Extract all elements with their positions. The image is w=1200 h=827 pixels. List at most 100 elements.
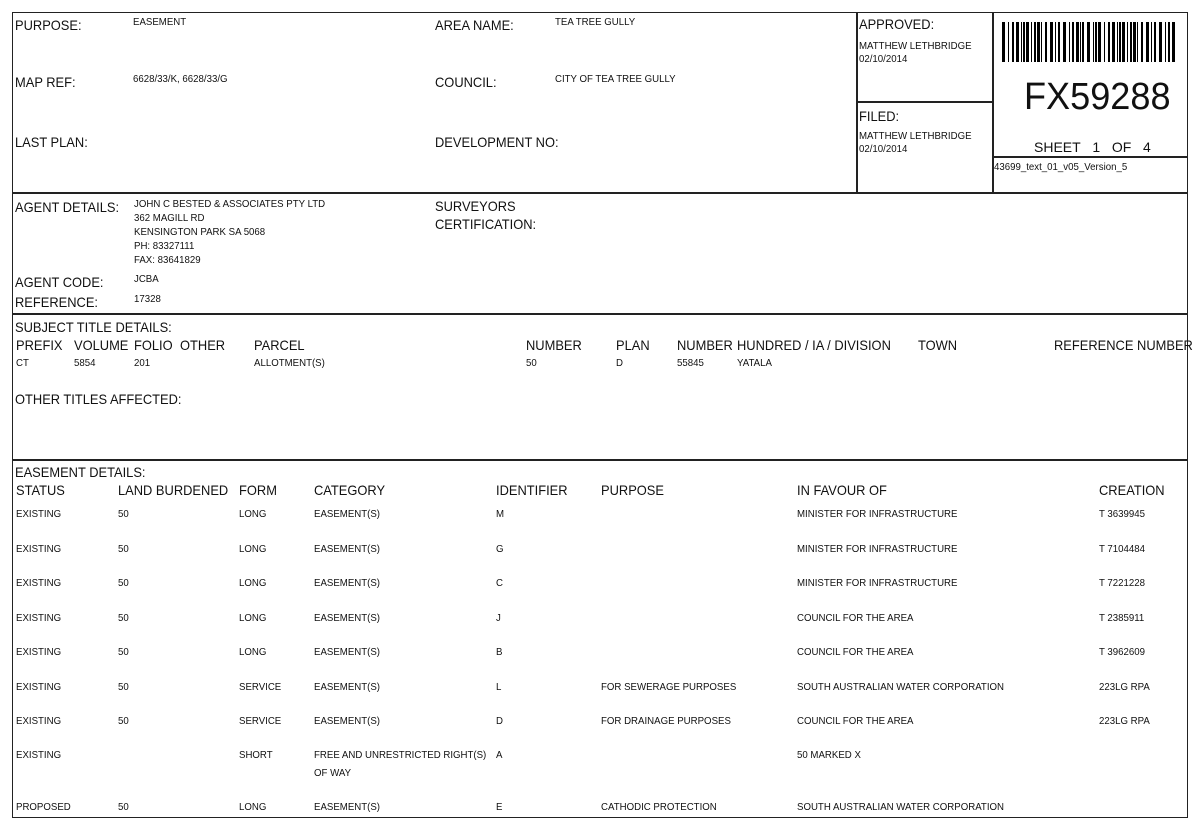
divider xyxy=(992,12,994,193)
barcode-bar xyxy=(1141,22,1143,62)
barcode-bar xyxy=(1151,22,1152,62)
easement-cell: EASEMENT(S) xyxy=(314,681,381,693)
easement-cell: LONG xyxy=(239,801,267,813)
subject-column-header: HUNDRED / IA / DIVISION xyxy=(737,337,891,353)
barcode xyxy=(1002,22,1178,62)
easement-cell: SOUTH AUSTRALIAN WATER CORPORATION xyxy=(797,801,1004,813)
subject-column-header: PREFIX xyxy=(16,337,63,353)
easement-cell: COUNCIL FOR THE AREA xyxy=(797,715,914,727)
other-titles-label: OTHER TITLES AFFECTED: xyxy=(15,391,182,407)
easement-column-header: PURPOSE xyxy=(601,482,664,498)
barcode-bar xyxy=(1117,22,1118,62)
subject-column-header: OTHER xyxy=(180,337,226,353)
easement-column-header: CREATION xyxy=(1099,482,1165,498)
easement-cell: EXISTING xyxy=(16,577,62,589)
barcode-bar xyxy=(1076,22,1079,62)
easement-cell: EASEMENT(S) xyxy=(314,801,381,813)
easement-cell: T 3962609 xyxy=(1099,646,1146,658)
easement-column-header: IN FAVOUR OF xyxy=(797,482,887,498)
barcode-bar xyxy=(1154,22,1156,62)
subject-cell: CT xyxy=(16,357,29,369)
easement-cell: 50 MARKED X xyxy=(797,749,861,761)
easement-cell: COUNCIL FOR THE AREA xyxy=(797,612,914,624)
barcode-bar xyxy=(1146,22,1149,62)
easement-cell: EASEMENT(S) xyxy=(314,577,381,589)
easement-details-heading: EASEMENT DETAILS: xyxy=(15,464,146,480)
barcode-bar xyxy=(1093,22,1094,62)
easement-cell: B xyxy=(496,646,503,658)
barcode-bar xyxy=(1041,22,1042,62)
last-plan-label: LAST PLAN: xyxy=(15,134,88,150)
barcode-bar xyxy=(1021,22,1022,62)
easement-cell: EXISTING xyxy=(16,508,62,520)
easement-cell: 50 xyxy=(118,508,129,520)
easement-cell: LONG xyxy=(239,646,267,658)
barcode-bar xyxy=(1130,22,1132,62)
easement-cell: EASEMENT(S) xyxy=(314,543,381,555)
easement-cell: EXISTING xyxy=(16,681,62,693)
barcode-bar xyxy=(1108,22,1110,62)
subject-column-header: VOLUME xyxy=(74,337,129,353)
plan-number: FX59288 xyxy=(1024,76,1171,118)
barcode-bar xyxy=(1050,22,1053,62)
easement-cell: FOR DRAINAGE PURPOSES xyxy=(601,715,731,727)
plan-frame xyxy=(12,12,1188,818)
barcode-bar xyxy=(1098,22,1101,62)
barcode-bar xyxy=(1133,22,1136,62)
barcode-bar xyxy=(1026,22,1029,62)
easement-cell: 50 xyxy=(118,612,129,624)
barcode-bar xyxy=(1055,22,1056,62)
divider xyxy=(856,12,858,193)
barcode-bar xyxy=(1058,22,1060,62)
easement-cell: T 7221228 xyxy=(1099,577,1146,589)
barcode-bar xyxy=(1082,22,1084,62)
agent-line: FAX: 83641829 xyxy=(134,254,201,266)
easement-cell: E xyxy=(496,801,503,813)
easement-column-header: IDENTIFIER xyxy=(496,482,568,498)
subject-cell: 5854 xyxy=(74,357,96,369)
certification-label: CERTIFICATION: xyxy=(435,216,537,232)
easement-cell: SOUTH AUSTRALIAN WATER CORPORATION xyxy=(797,681,1004,693)
barcode-bar xyxy=(1045,22,1047,62)
easement-cell: EXISTING xyxy=(16,612,62,624)
agent-code-label: AGENT CODE: xyxy=(15,274,104,290)
subject-column-header: NUMBER xyxy=(677,337,733,353)
easement-cell: FOR SEWERAGE PURPOSES xyxy=(601,681,737,693)
subject-cell: YATALA xyxy=(737,357,772,369)
easement-cell: T 7104484 xyxy=(1099,543,1146,555)
barcode-bar xyxy=(1072,22,1074,62)
barcode-bar xyxy=(1165,22,1166,62)
easement-cell: M xyxy=(496,508,505,520)
subject-column-header: NUMBER xyxy=(526,337,582,353)
subject-title-heading: SUBJECT TITLE DETAILS: xyxy=(15,319,172,335)
barcode-bar xyxy=(1023,22,1025,62)
reference-label: REFERENCE: xyxy=(15,294,99,310)
subject-column-header: PARCEL xyxy=(254,337,305,353)
barcode-bar xyxy=(1112,22,1115,62)
easement-cell: T 2385911 xyxy=(1099,612,1145,624)
barcode-bar xyxy=(1016,22,1019,62)
easement-cell: A xyxy=(496,749,503,761)
easement-cell: EXISTING xyxy=(16,646,62,658)
easement-cell: EASEMENT(S) xyxy=(314,715,381,727)
easement-cell: SERVICE xyxy=(239,715,282,727)
easement-cell: 223LG RPA xyxy=(1099,681,1150,693)
easement-cell: EASEMENT(S) xyxy=(314,612,381,624)
map-ref-label: MAP REF: xyxy=(15,74,76,90)
area-name-value: TEA TREE GULLY xyxy=(555,16,636,28)
of-label: OF xyxy=(1111,139,1132,155)
easement-column-header: STATUS xyxy=(16,482,65,498)
easement-cell: EASEMENT(S) xyxy=(314,646,381,658)
easement-cell: EASEMENT(S) xyxy=(314,508,381,520)
agent-line: JOHN C BESTED & ASSOCIATES PTY LTD xyxy=(134,198,326,210)
easement-cell: L xyxy=(496,681,502,693)
easement-cell: 50 xyxy=(118,715,129,727)
divider xyxy=(12,192,1188,194)
easement-cell: 50 xyxy=(118,801,129,813)
approved-by: MATTHEW LETHBRIDGE xyxy=(859,40,972,52)
easement-cell: EXISTING xyxy=(16,749,62,761)
easement-cell: T 3639945 xyxy=(1099,508,1146,520)
easement-cell: D xyxy=(496,715,503,727)
easement-cell: 223LG RPA xyxy=(1099,715,1150,727)
purpose-value: EASEMENT xyxy=(133,16,187,28)
